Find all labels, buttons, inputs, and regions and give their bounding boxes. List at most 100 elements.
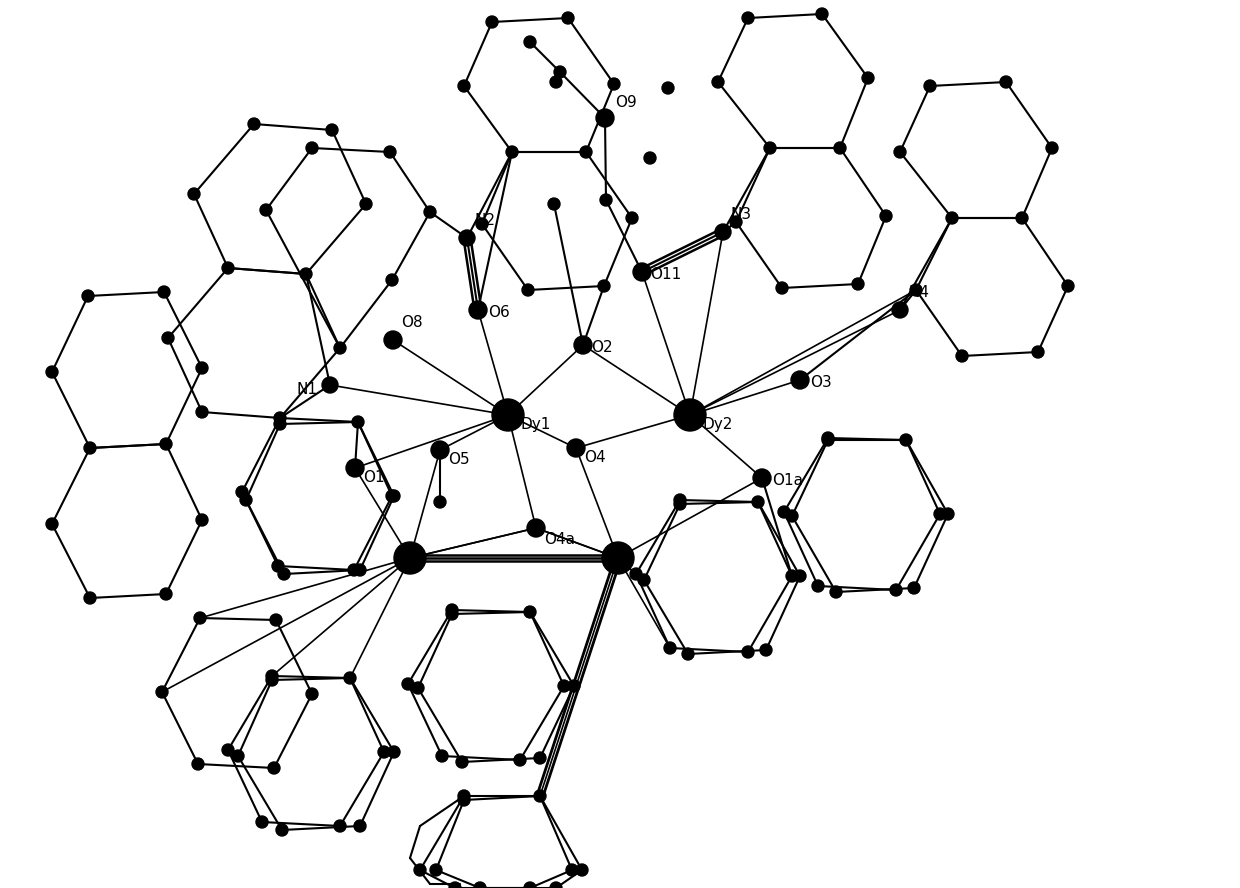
Circle shape xyxy=(402,678,414,690)
Circle shape xyxy=(192,758,205,770)
Circle shape xyxy=(343,672,356,684)
Circle shape xyxy=(378,746,391,758)
Text: O5: O5 xyxy=(448,452,470,467)
Circle shape xyxy=(388,746,401,758)
Circle shape xyxy=(675,399,706,431)
Circle shape xyxy=(534,790,546,802)
Circle shape xyxy=(196,362,208,374)
Circle shape xyxy=(712,76,724,88)
Text: Dy2: Dy2 xyxy=(702,417,733,432)
Circle shape xyxy=(469,301,487,319)
Circle shape xyxy=(334,342,346,354)
Circle shape xyxy=(608,78,620,90)
Text: N2: N2 xyxy=(475,213,496,228)
Circle shape xyxy=(525,882,536,888)
Circle shape xyxy=(274,412,286,424)
Circle shape xyxy=(278,568,290,580)
Text: N3: N3 xyxy=(732,207,753,222)
Circle shape xyxy=(675,494,686,506)
Text: O1a: O1a xyxy=(773,472,804,488)
Circle shape xyxy=(353,820,366,832)
Circle shape xyxy=(715,224,732,240)
Circle shape xyxy=(270,614,281,626)
Circle shape xyxy=(236,486,248,498)
Text: O2: O2 xyxy=(591,339,613,354)
Circle shape xyxy=(436,750,448,762)
Circle shape xyxy=(890,584,901,596)
Circle shape xyxy=(776,282,787,294)
Circle shape xyxy=(794,570,806,582)
Circle shape xyxy=(525,36,536,48)
Text: O11: O11 xyxy=(650,266,681,281)
Text: O8: O8 xyxy=(401,315,423,330)
Circle shape xyxy=(946,212,959,224)
Circle shape xyxy=(430,864,441,876)
Circle shape xyxy=(277,824,288,836)
Circle shape xyxy=(900,434,911,446)
Circle shape xyxy=(562,12,574,24)
Circle shape xyxy=(999,76,1012,88)
Circle shape xyxy=(255,816,268,828)
Text: O4a: O4a xyxy=(544,532,575,547)
Circle shape xyxy=(577,864,588,876)
Circle shape xyxy=(574,336,591,354)
Text: O3: O3 xyxy=(810,375,832,390)
Circle shape xyxy=(386,274,398,286)
Circle shape xyxy=(384,331,402,349)
Circle shape xyxy=(446,608,458,620)
Circle shape xyxy=(786,570,799,582)
Circle shape xyxy=(449,882,461,888)
Circle shape xyxy=(267,674,278,686)
Circle shape xyxy=(360,198,372,210)
Circle shape xyxy=(394,542,427,574)
Circle shape xyxy=(188,188,200,200)
Circle shape xyxy=(388,490,401,502)
Circle shape xyxy=(456,756,467,768)
Circle shape xyxy=(222,744,234,756)
Text: N1: N1 xyxy=(298,382,317,397)
Circle shape xyxy=(506,146,518,158)
Circle shape xyxy=(786,510,799,522)
Circle shape xyxy=(160,588,172,600)
Circle shape xyxy=(476,218,489,230)
Circle shape xyxy=(515,754,526,766)
Circle shape xyxy=(232,750,244,762)
Text: O9: O9 xyxy=(615,95,637,110)
Circle shape xyxy=(196,514,208,526)
Circle shape xyxy=(892,302,908,318)
Circle shape xyxy=(742,12,754,24)
Circle shape xyxy=(663,642,676,654)
Circle shape xyxy=(160,438,172,450)
Circle shape xyxy=(334,820,346,832)
Circle shape xyxy=(458,794,470,806)
Circle shape xyxy=(424,206,436,218)
Circle shape xyxy=(458,80,470,92)
Circle shape xyxy=(348,564,360,576)
Circle shape xyxy=(764,142,776,154)
Circle shape xyxy=(525,606,536,618)
Text: O6: O6 xyxy=(489,305,510,320)
Circle shape xyxy=(534,752,546,764)
Circle shape xyxy=(241,494,252,506)
Circle shape xyxy=(632,263,651,281)
Circle shape xyxy=(300,268,312,280)
Circle shape xyxy=(353,564,366,576)
Circle shape xyxy=(268,762,280,774)
Circle shape xyxy=(267,670,278,682)
Circle shape xyxy=(742,646,754,658)
Circle shape xyxy=(306,142,317,154)
Circle shape xyxy=(880,210,892,222)
Circle shape xyxy=(626,212,639,224)
Circle shape xyxy=(306,688,317,700)
Circle shape xyxy=(352,416,365,428)
Circle shape xyxy=(662,82,675,94)
Circle shape xyxy=(600,194,613,206)
Circle shape xyxy=(474,882,486,888)
Circle shape xyxy=(730,216,742,228)
Circle shape xyxy=(791,371,808,389)
Circle shape xyxy=(412,682,424,694)
Circle shape xyxy=(822,432,835,444)
Circle shape xyxy=(554,66,565,78)
Text: N4: N4 xyxy=(908,285,929,300)
Circle shape xyxy=(751,496,764,508)
